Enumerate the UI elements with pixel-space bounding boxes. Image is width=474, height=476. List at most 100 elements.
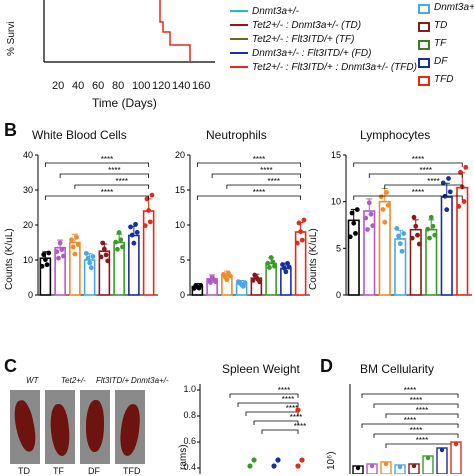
y-tick-label: 0 bbox=[28, 290, 33, 300]
data-point bbox=[294, 240, 300, 246]
panelD-letter: D bbox=[320, 356, 333, 376]
data-point bbox=[396, 233, 401, 239]
legend-item: Tet2+/- : Flt3ITD/+ : Dnmt3a+/- (TFD) bbox=[230, 62, 417, 73]
legend-box-label: TD bbox=[434, 20, 448, 31]
significance-bracket bbox=[373, 433, 459, 438]
data-point bbox=[133, 221, 138, 227]
spleen-organ bbox=[86, 400, 104, 452]
bar bbox=[378, 200, 391, 296]
data-point bbox=[131, 240, 137, 246]
significance-bracket bbox=[245, 411, 299, 416]
panelB-letter: B bbox=[4, 120, 17, 140]
neutrophils-title: Neutrophils bbox=[206, 128, 267, 142]
data-point bbox=[415, 232, 420, 238]
y-tick-label: 10 bbox=[23, 255, 33, 265]
data-point bbox=[90, 254, 96, 259]
spleen-organ bbox=[118, 403, 142, 457]
y-tick-label: 5 bbox=[180, 255, 185, 265]
significance-bracket bbox=[44, 195, 150, 200]
spleen-weight-chart: ******************** bbox=[197, 384, 306, 474]
data-point bbox=[365, 227, 370, 232]
spleen-photo bbox=[10, 390, 40, 464]
panelA-ylabel: % Survi bbox=[6, 21, 17, 56]
data-point bbox=[105, 258, 111, 264]
data-point bbox=[115, 246, 120, 252]
spleen-photo bbox=[115, 390, 145, 464]
data-point bbox=[461, 199, 467, 204]
significance-bracket bbox=[253, 420, 299, 425]
data-point bbox=[74, 234, 79, 240]
data-point bbox=[100, 240, 106, 246]
legend-box-swatch bbox=[418, 76, 430, 86]
data-point bbox=[439, 447, 445, 453]
data-point bbox=[280, 262, 285, 267]
significance-stars: **** bbox=[416, 406, 428, 415]
data-point bbox=[354, 207, 360, 213]
data-point bbox=[39, 263, 45, 269]
data-point bbox=[270, 259, 276, 265]
bar bbox=[347, 219, 360, 296]
data-point bbox=[425, 226, 431, 232]
data-point bbox=[227, 273, 233, 279]
genotype-label: WT bbox=[26, 376, 39, 385]
data-point bbox=[456, 204, 462, 209]
significance-stars: **** bbox=[412, 188, 424, 197]
legend-item: Tet2+/- : Flt3ITD/+ (TF) bbox=[230, 34, 354, 45]
significance-bracket bbox=[361, 423, 459, 428]
data-point bbox=[299, 237, 305, 243]
legend-label: Dnmt3a+/- bbox=[252, 6, 299, 17]
data-point bbox=[116, 230, 122, 235]
significance-stars: **** bbox=[290, 413, 302, 422]
data-point bbox=[301, 217, 307, 223]
y-tick-label: 10 bbox=[331, 197, 341, 207]
panelC-letter: C bbox=[4, 356, 17, 376]
significance-stars: **** bbox=[282, 395, 294, 404]
legend-line-swatch bbox=[230, 66, 248, 69]
data-point bbox=[120, 244, 125, 250]
panelA-xtick: 20 bbox=[52, 80, 65, 92]
data-point bbox=[349, 210, 355, 216]
data-point bbox=[413, 223, 419, 229]
significance-stars: **** bbox=[420, 166, 432, 175]
data-point bbox=[458, 169, 463, 175]
significance-stars: **** bbox=[108, 166, 120, 175]
data-point bbox=[384, 190, 389, 195]
significance-bracket bbox=[361, 393, 459, 398]
data-point bbox=[298, 229, 304, 234]
data-point bbox=[447, 189, 453, 195]
data-point bbox=[59, 247, 65, 252]
data-point bbox=[268, 255, 274, 260]
significance-bracket bbox=[44, 162, 150, 167]
legend-box-swatch bbox=[418, 22, 430, 32]
significance-bracket bbox=[59, 173, 150, 178]
legend-label: Tet2+/- : Dnmt3a+/- (TD) bbox=[252, 20, 362, 31]
data-point bbox=[409, 235, 415, 241]
data-point bbox=[75, 242, 81, 247]
data-point bbox=[72, 251, 78, 257]
significance-stars: **** bbox=[253, 188, 265, 197]
data-point bbox=[295, 407, 301, 413]
data-point bbox=[247, 463, 253, 469]
spleen-ylabel: rams) bbox=[178, 444, 189, 470]
genotype-label: Dnmt3a+/- bbox=[131, 376, 169, 385]
data-point bbox=[397, 464, 403, 470]
y-tick-label: 15 bbox=[331, 150, 341, 160]
data-point bbox=[428, 214, 434, 220]
legend-item: Dnmt3a+/- bbox=[230, 6, 299, 17]
significance-stars: **** bbox=[101, 188, 113, 197]
legend-label: Tet2+/- : Flt3ITD/+ : Dnmt3a+/- (TFD) bbox=[252, 62, 417, 73]
data-point bbox=[134, 229, 140, 235]
significance-bracket bbox=[353, 162, 463, 167]
data-point bbox=[42, 257, 48, 263]
data-point bbox=[224, 277, 230, 283]
data-point bbox=[453, 441, 459, 447]
data-point bbox=[281, 265, 287, 271]
data-point bbox=[394, 226, 400, 231]
data-point bbox=[101, 246, 107, 252]
data-point bbox=[286, 264, 292, 270]
data-point bbox=[444, 207, 450, 213]
data-point bbox=[118, 237, 124, 243]
data-point bbox=[430, 223, 436, 229]
data-point bbox=[432, 232, 438, 238]
